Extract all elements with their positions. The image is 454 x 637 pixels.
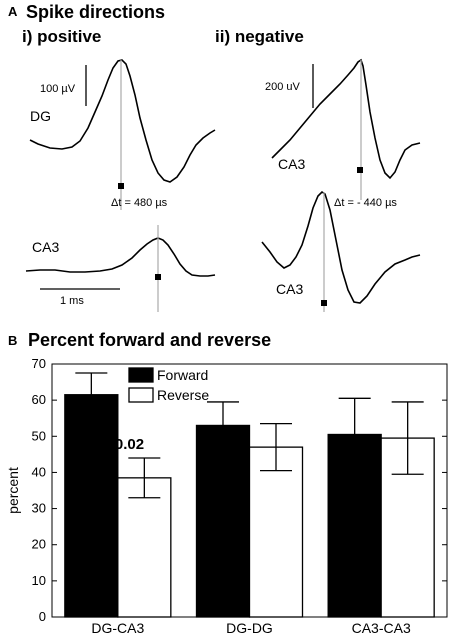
time-scale-label: 1 ms (60, 295, 84, 307)
legend-swatch (128, 367, 154, 383)
x-tick-label: DG-DG (226, 620, 273, 636)
y-tick-label: 40 (32, 464, 46, 479)
peak-marker-square-ca3 (155, 274, 161, 280)
peak-marker-square (118, 183, 124, 189)
x-axis-labels: DG-CA3 DG-DG CA3-CA3 (91, 620, 411, 636)
legend-label: Reverse (157, 387, 209, 403)
dg-trace-label: DG (30, 108, 51, 124)
dt-label-positive: Δt = 480 µs (111, 197, 168, 209)
negative-example: ii) negative 200 uV CA3 Δt = - 440 µs CA… (215, 27, 421, 312)
ca3-lower-trace-label: CA3 (276, 281, 303, 297)
y-tick-label: 20 (32, 537, 46, 552)
bar (248, 446, 304, 618)
y-axis-ticks: 0 10 20 30 40 50 60 70 (32, 356, 447, 624)
x-tick-label: DG-CA3 (91, 620, 144, 636)
panel-a-title: Spike directions (26, 2, 165, 22)
x-tick-label: CA3-CA3 (352, 620, 411, 636)
dg-spike-trace (29, 59, 216, 183)
chart-legend: Forward Reverse (128, 367, 209, 403)
error-bars (75, 372, 424, 499)
y-tick-label: 10 (32, 573, 46, 588)
negative-title: ii) negative (215, 27, 304, 46)
p-value-annotation: p=0.02 (97, 436, 144, 453)
ca3-upper-trace-negative (271, 58, 421, 180)
positive-title: i) positive (22, 27, 101, 46)
bar (117, 477, 172, 618)
peak-marker-square-negative-lower (321, 300, 327, 306)
amplitude-scale-label: 100 µV (40, 83, 76, 95)
bars (64, 394, 435, 618)
legend-label: Forward (157, 367, 208, 383)
ca3-lower-trace-negative (261, 190, 421, 304)
dt-label-negative: Δt = - 440 µs (334, 197, 397, 209)
amplitude-scale-label-negative: 200 uV (265, 81, 301, 93)
ca3-trace-label-positive: CA3 (32, 239, 59, 255)
ca3-spike-trace-positive (25, 237, 216, 277)
panel-b-letter: B (8, 333, 17, 348)
bar (195, 424, 251, 618)
bar-chart: 0 10 20 30 40 50 60 70 DG-CA3 DG-DG CA3-CA3 Forwa… (5, 356, 448, 636)
y-tick-label: 60 (32, 392, 46, 407)
y-tick-label: 70 (32, 356, 46, 371)
legend-swatch (128, 387, 154, 403)
panel-b-title: Percent forward and reverse (28, 330, 271, 350)
y-axis-label: percent (5, 467, 21, 514)
y-tick-label: 50 (32, 428, 46, 443)
y-tick-label: 30 (32, 501, 46, 516)
ca3-upper-trace-label: CA3 (278, 156, 305, 172)
panel-a-letter: A (8, 4, 18, 19)
bar (64, 394, 119, 618)
y-tick-label: 0 (39, 609, 46, 624)
positive-example: i) positive 100 µV DG Δt = 480 µs CA3 1 … (22, 27, 216, 312)
peak-marker-square-negative (357, 167, 363, 173)
